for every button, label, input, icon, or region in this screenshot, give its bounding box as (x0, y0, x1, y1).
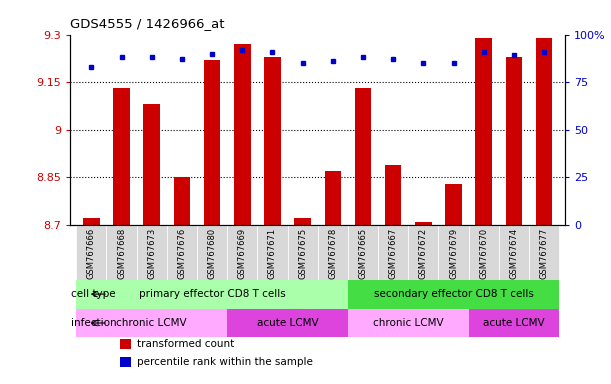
Bar (469, 225, 499, 280)
Bar (324, 171, 341, 225)
Bar (76, 280, 348, 309)
Text: primary effector CD8 T cells: primary effector CD8 T cells (139, 289, 285, 299)
Bar (408, 225, 439, 280)
Bar (318, 225, 348, 280)
Text: GSM767670: GSM767670 (479, 228, 488, 279)
Bar (227, 225, 257, 280)
Text: transformed count: transformed count (137, 339, 235, 349)
Bar (505, 57, 522, 225)
Bar (144, 104, 160, 225)
Bar (76, 309, 227, 338)
Bar (204, 60, 221, 225)
Text: acute LCMV: acute LCMV (257, 318, 318, 328)
Text: infection: infection (71, 318, 117, 328)
Bar (445, 184, 462, 225)
Text: GSM767676: GSM767676 (177, 228, 186, 279)
Text: GSM767669: GSM767669 (238, 228, 247, 279)
Bar (257, 225, 288, 280)
Bar (174, 177, 190, 225)
Bar (348, 225, 378, 280)
Bar (439, 225, 469, 280)
Bar (264, 57, 280, 225)
Bar (355, 88, 371, 225)
Text: GSM767668: GSM767668 (117, 228, 126, 279)
Bar (120, 339, 131, 349)
Bar (288, 225, 318, 280)
Bar (120, 357, 131, 367)
Bar (113, 88, 130, 225)
Bar (415, 222, 431, 225)
Bar (167, 225, 197, 280)
Text: GDS4555 / 1426966_at: GDS4555 / 1426966_at (70, 17, 225, 30)
Text: GSM767680: GSM767680 (208, 228, 216, 279)
Text: cell type: cell type (71, 289, 115, 299)
Text: percentile rank within the sample: percentile rank within the sample (137, 357, 313, 367)
Text: GSM767666: GSM767666 (87, 228, 96, 279)
Text: chronic LCMV: chronic LCMV (373, 318, 444, 328)
Text: GSM767665: GSM767665 (359, 228, 367, 279)
Bar (469, 309, 559, 338)
Bar (499, 225, 529, 280)
Text: GSM767675: GSM767675 (298, 228, 307, 279)
Text: acute LCMV: acute LCMV (483, 318, 544, 328)
Bar (378, 225, 408, 280)
Text: GSM767672: GSM767672 (419, 228, 428, 279)
Bar (197, 225, 227, 280)
Bar (529, 225, 559, 280)
Text: GSM767667: GSM767667 (389, 228, 398, 279)
Text: GSM767677: GSM767677 (540, 228, 549, 279)
Bar (348, 280, 559, 309)
Text: GSM767671: GSM767671 (268, 228, 277, 279)
Bar (106, 225, 137, 280)
Text: GSM767674: GSM767674 (510, 228, 518, 279)
Bar (76, 225, 106, 280)
Bar (137, 225, 167, 280)
Text: GSM767679: GSM767679 (449, 228, 458, 279)
Bar (234, 44, 251, 225)
Bar (475, 38, 492, 225)
Bar (295, 218, 311, 225)
Bar (536, 38, 552, 225)
Bar (385, 165, 401, 225)
Bar (227, 309, 348, 338)
Text: GSM767673: GSM767673 (147, 228, 156, 279)
Text: GSM767678: GSM767678 (328, 228, 337, 279)
Text: secondary effector CD8 T cells: secondary effector CD8 T cells (373, 289, 533, 299)
Text: chronic LCMV: chronic LCMV (117, 318, 187, 328)
Bar (83, 218, 100, 225)
Bar (348, 309, 469, 338)
